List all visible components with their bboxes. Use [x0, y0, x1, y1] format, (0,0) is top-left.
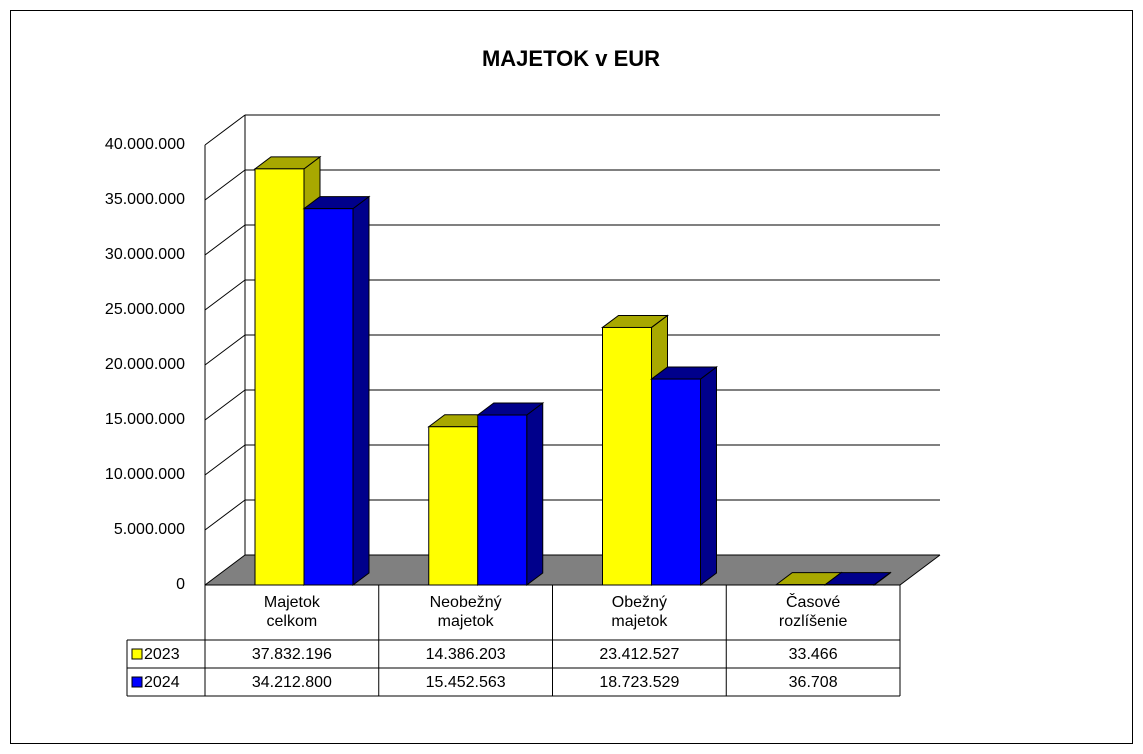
x-tick-label: Obežný majetok [611, 594, 668, 630]
y-tick-label: 25.000.000 [105, 301, 185, 318]
grid-diagonal [204, 554, 246, 586]
data-label: 37.832.196 [252, 646, 332, 663]
data-label: 23.412.527 [599, 646, 679, 663]
chart-title: MAJETOK v EUR [482, 46, 660, 71]
legend-swatch [131, 676, 143, 688]
data-label: 15.452.563 [426, 674, 506, 691]
grid-diagonal [204, 444, 246, 476]
bar-side [352, 195, 370, 586]
bar-front [477, 414, 528, 586]
y-tick-label: 40.000.000 [105, 136, 185, 153]
y-tick-label: 35.000.000 [105, 191, 185, 208]
bar-front [651, 378, 701, 586]
bar-front [602, 326, 652, 586]
grid-diagonal [204, 279, 246, 311]
bar-front [428, 426, 479, 586]
grid-diagonal [204, 224, 246, 256]
legend-label: 2023 [144, 646, 180, 663]
category-cell: Obežný majetok [611, 594, 668, 630]
frame [10, 10, 1133, 744]
x-tick-label: Majetok celkom [263, 594, 320, 630]
floor [205, 555, 940, 585]
y-tick-label: 0 [176, 576, 185, 593]
bar [302, 195, 371, 586]
floor-right-edge [899, 554, 941, 586]
bar-front [254, 168, 305, 586]
grid-diagonal [204, 334, 246, 366]
data-label: 18.723.529 [599, 674, 679, 691]
y-tick-label: 15.000.000 [105, 411, 185, 428]
x-tick-label: Neobežný majetok [429, 594, 502, 630]
bar-front [303, 208, 354, 586]
data-label: 33.466 [789, 646, 838, 663]
grid-diagonal [204, 169, 246, 201]
grid-diagonal [204, 499, 246, 531]
grid-diagonal [204, 389, 246, 421]
bar [476, 402, 545, 586]
grid-diagonal [204, 114, 246, 146]
data-label: 14.386.203 [426, 646, 506, 663]
data-label: 34.212.800 [252, 674, 332, 691]
y-tick-label: 20.000.000 [105, 356, 185, 373]
bar [650, 366, 718, 586]
y-tick-label: 10.000.000 [105, 466, 185, 483]
bar [823, 571, 892, 586]
bar-side [700, 366, 717, 586]
bar-side [526, 402, 544, 586]
category-cell: Časové rozlíšenie [778, 594, 848, 630]
x-tick-label: Časové rozlíšenie [778, 594, 848, 630]
y-tick-label: 5.000.000 [114, 521, 185, 538]
data-label: 36.708 [789, 674, 838, 691]
y-tick-label: 30.000.000 [105, 246, 185, 263]
legend-swatch [131, 648, 143, 660]
category-cell: Majetok celkom [263, 594, 320, 630]
legend-label: 2024 [144, 674, 180, 691]
category-cell: Neobežný majetok [429, 594, 502, 630]
